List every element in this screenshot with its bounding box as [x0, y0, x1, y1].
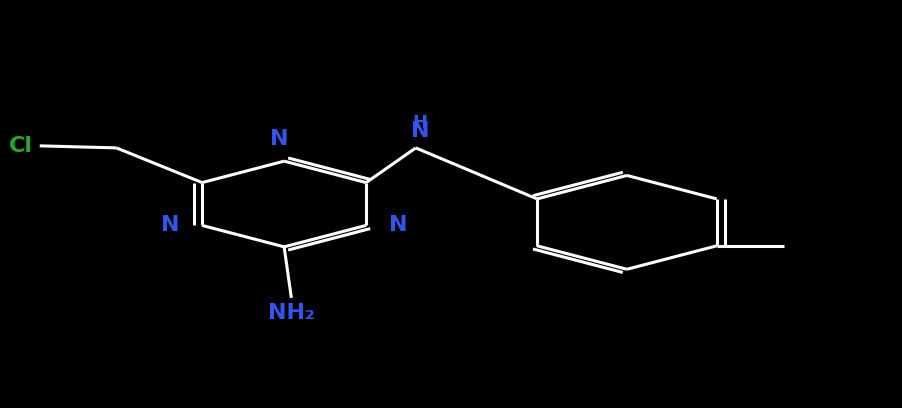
- Text: N: N: [161, 215, 179, 235]
- Text: N: N: [411, 120, 429, 141]
- Text: H: H: [413, 113, 428, 131]
- Text: NH₂: NH₂: [268, 303, 315, 323]
- Text: N: N: [389, 215, 407, 235]
- Text: Cl: Cl: [8, 136, 32, 156]
- Text: N: N: [271, 129, 289, 149]
